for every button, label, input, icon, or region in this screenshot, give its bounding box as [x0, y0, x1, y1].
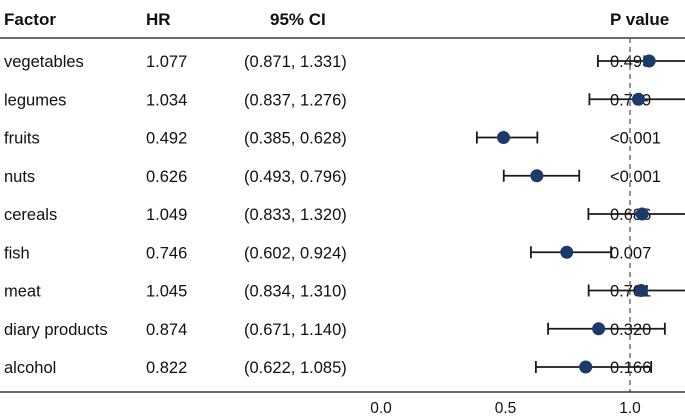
hr-point: [634, 284, 648, 297]
ci-value: (0.671, 1.140): [244, 321, 347, 339]
hr-value: 0.626: [146, 168, 187, 186]
factor-label: legumes: [4, 91, 66, 109]
factor-label: fruits: [4, 130, 40, 148]
x-axis: 0.00.51.01.52.0: [370, 400, 641, 417]
p-value: 0.166: [610, 359, 651, 377]
hr-value: 1.045: [146, 283, 187, 301]
hr-point: [592, 322, 606, 336]
table-row: alcohol 0.822 (0.622, 1.085) 0.166: [4, 359, 651, 377]
table-row: cereals 1.049 (0.833, 1.320) 0.686: [4, 206, 651, 224]
factor-label: cereals: [4, 206, 57, 224]
hr-point: [642, 54, 656, 68]
table-rows: vegetables 1.077 (0.871, 1.331) 0.495 legume…: [4, 53, 661, 377]
p-value: <0.001: [610, 168, 661, 186]
ci-value: (0.385, 0.628): [244, 130, 347, 148]
table-row: legumes 1.034 (0.837, 1.276) 0.759: [4, 91, 651, 109]
hr-point: [530, 169, 544, 183]
hr-value: 1.049: [146, 206, 187, 224]
hr-value: 0.822: [146, 359, 187, 377]
table-row: nuts 0.626 (0.493, 0.796) <0.001: [4, 168, 661, 186]
table-row: fruits 0.492 (0.385, 0.628) <0.001: [4, 130, 661, 148]
ci-value: (0.837, 1.276): [244, 91, 347, 109]
hr-value: 1.034: [146, 91, 187, 109]
ci-value: (0.602, 0.924): [244, 244, 347, 262]
table-row: fish 0.746 (0.602, 0.924) 0.007: [4, 244, 651, 262]
factor-label: vegetables: [4, 53, 84, 71]
table-header: Factor HR 95% CI P value: [4, 10, 669, 29]
factor-label: nuts: [4, 168, 35, 186]
hr-value: 0.874: [146, 321, 187, 339]
hr-value: 0.746: [146, 244, 187, 262]
header-ci: 95% CI: [270, 10, 326, 29]
header-factor: Factor: [4, 10, 56, 29]
x-tick-label: 0.0: [370, 400, 392, 417]
p-value: 0.495: [610, 53, 651, 71]
hr-point: [635, 207, 649, 221]
ci-value: (0.834, 1.310): [244, 283, 347, 301]
p-value: 0.007: [610, 244, 651, 262]
hr-point: [631, 92, 645, 106]
table-row: vegetables 1.077 (0.871, 1.331) 0.495: [4, 53, 651, 71]
factor-label: diary products: [4, 321, 108, 339]
ci-value: (0.493, 0.796): [244, 168, 347, 186]
ci-value: (0.833, 1.320): [244, 206, 347, 224]
x-tick-label: 0.5: [495, 400, 517, 417]
x-tick-label: 1.0: [619, 400, 641, 417]
ci-value: (0.871, 1.331): [244, 53, 347, 71]
factor-label: meat: [4, 283, 41, 301]
header-p-value: P value: [610, 10, 669, 29]
hr-point: [560, 245, 574, 259]
ci-value: (0.622, 1.085): [244, 359, 347, 377]
header-hr: HR: [146, 10, 171, 29]
hr-point: [497, 131, 511, 144]
plot-area: [475, 38, 685, 392]
hr-value: 1.077: [146, 53, 187, 71]
factor-label: fish: [4, 244, 30, 262]
factor-label: alcohol: [4, 359, 56, 377]
hr-value: 0.492: [146, 130, 187, 148]
p-value: <0.001: [610, 130, 661, 148]
hr-point: [579, 360, 593, 374]
